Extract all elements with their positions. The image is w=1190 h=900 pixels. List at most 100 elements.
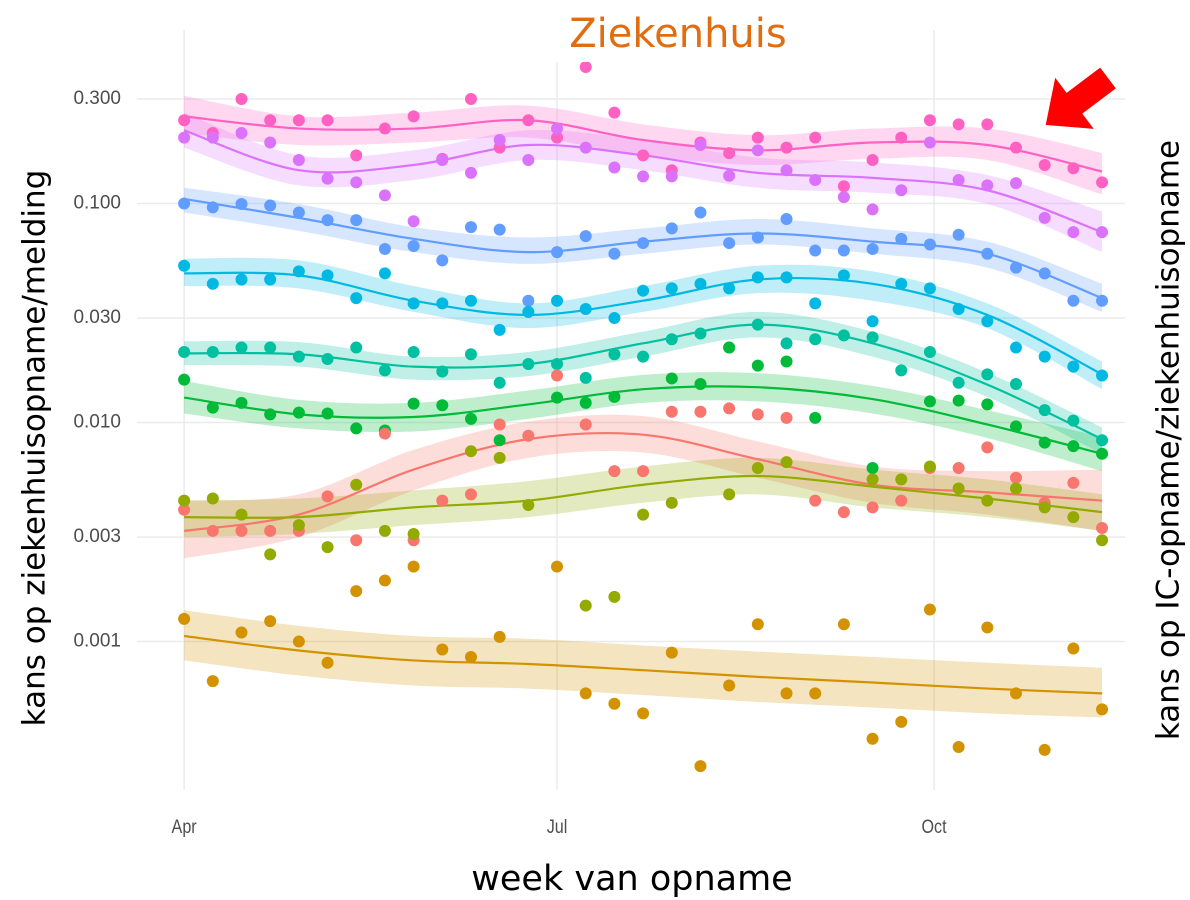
data-point [723, 147, 736, 160]
data-point [751, 359, 764, 372]
data-point [866, 501, 879, 514]
data-point [1096, 176, 1109, 189]
data-point [378, 427, 391, 440]
data-point [464, 651, 477, 664]
data-point [694, 377, 707, 390]
data-point [780, 337, 793, 350]
confidence-band [184, 187, 1103, 312]
data-point [895, 184, 908, 197]
data-point [1038, 404, 1051, 417]
data-point [923, 460, 936, 473]
data-point [579, 687, 592, 700]
data-point [809, 494, 822, 507]
data-point [206, 492, 219, 505]
data-point [579, 230, 592, 243]
data-point [493, 451, 506, 464]
data-point [235, 508, 248, 521]
data-point [780, 687, 793, 700]
data-point [723, 169, 736, 182]
data-point [723, 679, 736, 692]
data-point [264, 341, 277, 354]
data-point [981, 398, 994, 411]
data-point [1096, 534, 1109, 547]
data-point [1009, 420, 1022, 433]
data-point [637, 350, 650, 363]
data-point [981, 118, 994, 131]
data-point [235, 396, 248, 409]
data-point [780, 456, 793, 469]
data-point [378, 243, 391, 256]
data-point [464, 445, 477, 458]
data-point [178, 345, 191, 358]
data-point [436, 297, 449, 310]
data-point [895, 131, 908, 144]
data-point [837, 618, 850, 631]
data-point [866, 473, 879, 486]
data-point [321, 269, 334, 282]
data-point [292, 206, 305, 219]
data-point [407, 297, 420, 310]
data-point [866, 315, 879, 328]
data-point [637, 170, 650, 183]
data-point [665, 405, 678, 418]
data-point [1009, 687, 1022, 700]
data-point [809, 333, 822, 346]
data-point [751, 408, 764, 421]
x-tick-label: Jul [547, 816, 568, 838]
fit-line [183, 431, 1103, 533]
data-point [321, 353, 334, 366]
data-point [264, 408, 277, 421]
data-point [464, 221, 477, 234]
confidence-band [184, 257, 1103, 390]
x-axis-title: week van opname [471, 859, 792, 899]
data-point [579, 61, 592, 74]
data-point [837, 180, 850, 193]
data-point [206, 345, 219, 358]
data-point [378, 267, 391, 280]
data-point [321, 656, 334, 669]
data-point [837, 269, 850, 282]
data-point [608, 247, 621, 260]
data-point [407, 560, 420, 573]
y-tick-label: 0.030 [73, 307, 121, 328]
data-point [493, 434, 506, 447]
data-point [665, 170, 678, 183]
data-point [637, 237, 650, 250]
data-point [321, 172, 334, 185]
data-point [522, 358, 535, 371]
data-point [493, 134, 506, 147]
data-point [608, 312, 621, 325]
chart-title: Ziekenhuis [569, 11, 786, 57]
data-point [1067, 511, 1080, 524]
data-point [551, 369, 564, 382]
data-point [1009, 141, 1022, 154]
data-point [723, 237, 736, 250]
data-point [751, 271, 764, 284]
data-point [264, 136, 277, 149]
title-background [527, 10, 830, 62]
data-point [1038, 501, 1051, 514]
data-point [837, 329, 850, 342]
ribbons [184, 95, 1103, 718]
data-point [206, 524, 219, 537]
data-point [952, 174, 965, 187]
data-point [837, 244, 850, 257]
data-point [264, 524, 277, 537]
data-point [522, 154, 535, 167]
data-point [235, 126, 248, 139]
fit-line [183, 385, 1103, 455]
data-point [321, 541, 334, 554]
grid [137, 30, 1125, 790]
data-point [292, 114, 305, 127]
data-point [1067, 440, 1080, 453]
data-point [178, 494, 191, 507]
data-point [665, 372, 678, 385]
data-point [1096, 703, 1109, 716]
x-tick-label: Oct [921, 816, 946, 838]
data-point [608, 590, 621, 603]
data-point [637, 508, 650, 521]
data-point [235, 626, 248, 639]
data-point [866, 732, 879, 745]
data-point [608, 161, 621, 174]
data-point [321, 114, 334, 127]
